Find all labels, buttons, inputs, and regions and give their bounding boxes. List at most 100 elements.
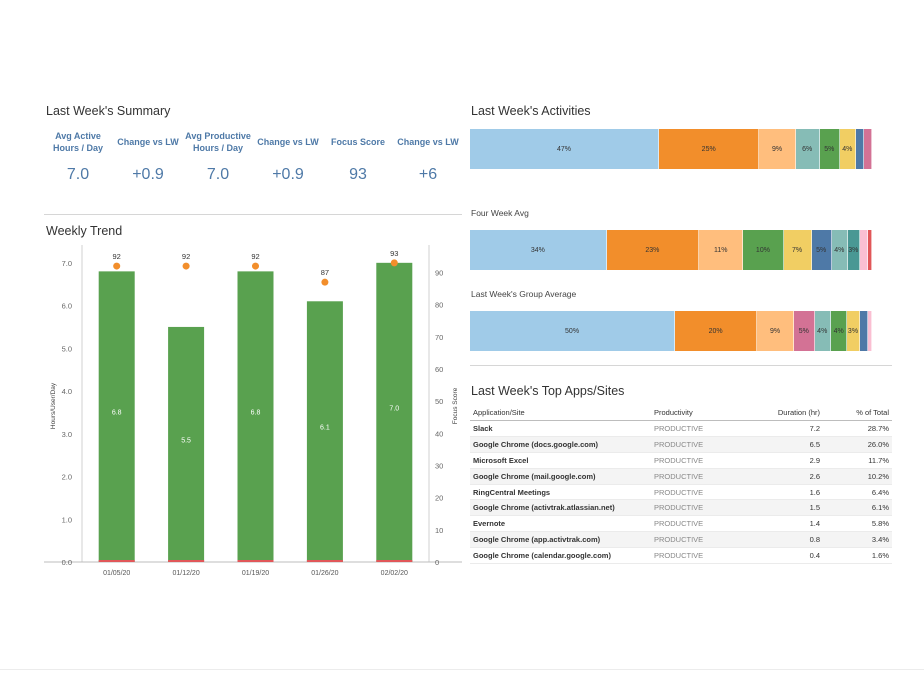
focus-score-dot xyxy=(182,262,190,270)
y2-tick-label: 30 xyxy=(435,462,443,471)
stack-segment: 34% xyxy=(470,230,607,270)
kpi-value: +6 xyxy=(418,166,438,183)
y2-tick-label: 60 xyxy=(435,365,443,374)
cell-app: RingCentral Meetings xyxy=(470,484,651,501)
y2-tick-label: 10 xyxy=(435,526,443,535)
cell-productivity: PRODUCTIVE xyxy=(651,484,732,501)
cell-duration: 6.5 xyxy=(732,436,823,453)
x-tick-label: 02/02/20 xyxy=(381,570,408,577)
y2-tick-label: 80 xyxy=(435,301,443,310)
activities-title: Last Week's Activities xyxy=(471,104,591,118)
kpi-value: +0.9 xyxy=(132,166,164,183)
stack-segment: 5% xyxy=(794,311,815,351)
kpi-avg-productive-hours: Avg Productive Hours / Day 7.0 xyxy=(185,128,251,184)
trend-bar xyxy=(376,262,413,562)
x-tick-label: 01/12/20 xyxy=(172,570,199,577)
segment-label: 7% xyxy=(792,246,803,254)
stack-segment xyxy=(867,230,872,270)
trend-bar-label: 6.1 xyxy=(320,425,330,432)
segment-label: 47% xyxy=(556,145,571,153)
stack-segment: 10% xyxy=(743,230,784,270)
segment-label: 20% xyxy=(708,327,723,335)
cell-app: Google Chrome (calendar.google.com) xyxy=(470,547,651,565)
stack-segment: 5% xyxy=(819,129,840,169)
y-tick-label: 6.0 xyxy=(62,302,72,311)
trend-bar-base xyxy=(237,560,274,562)
focus-score-label: 87 xyxy=(321,268,329,277)
y-tick-label: 3.0 xyxy=(62,430,72,439)
cell-percent: 26.0% xyxy=(823,436,892,453)
trend-bar xyxy=(168,326,205,562)
stack-segment xyxy=(859,311,868,351)
stack-segment: 23% xyxy=(606,230,700,270)
cell-percent: 1.6% xyxy=(823,547,892,565)
segment-label: 11% xyxy=(713,246,728,254)
kpi-label: Change vs LW xyxy=(117,137,179,147)
cell-productivity: PRODUCTIVE xyxy=(651,515,732,533)
table-row: Google Chrome (app.activtrak.com) PRODUCT… xyxy=(470,531,892,549)
trend-bar-label: 5.5 xyxy=(181,437,191,444)
group-average-label: Last Week's Group Average xyxy=(471,289,577,299)
trend-bar-base xyxy=(168,560,205,562)
stack-segment: 4% xyxy=(839,129,856,169)
segment-label: 3% xyxy=(847,327,859,335)
y2-tick-label: 70 xyxy=(435,333,443,342)
segment-label: 34% xyxy=(530,246,545,254)
segment-label: 50% xyxy=(565,327,580,335)
kpi-change-focus: Change vs LW +6 xyxy=(395,128,461,184)
table-row: Google Chrome (mail.google.com) PRODUCTIV… xyxy=(470,468,892,485)
kpi-change-productive: Change vs LW +0.9 xyxy=(255,128,321,184)
segment-label: 9% xyxy=(770,327,781,335)
summary-divider xyxy=(44,214,462,215)
y-tick-label: 7.0 xyxy=(62,259,72,268)
kpi-label: Avg Productive Hours / Day xyxy=(185,131,251,153)
stack-segment: 20% xyxy=(675,311,758,351)
trend-bar xyxy=(98,271,135,562)
stack-segment: 6% xyxy=(795,129,820,169)
four-week-avg-stacked-bar: 34% 23% 11% 10% 7% 5% 4% 3% xyxy=(470,230,872,270)
y-axis-title: Hours/User/Day xyxy=(50,382,57,429)
kpi-label: Avg Active Hours / Day xyxy=(52,131,103,153)
column-header-percent: % of Total xyxy=(823,404,892,421)
y-tick-label: 1.0 xyxy=(62,515,72,524)
apps-title: Last Week's Top Apps/Sites xyxy=(471,384,625,398)
stack-segment: 11% xyxy=(699,230,744,270)
segment-label: 4% xyxy=(817,327,828,335)
cell-productivity: PRODUCTIVE xyxy=(651,452,732,469)
x-tick-label: 01/05/20 xyxy=(103,570,130,577)
trend-bar-label: 6.8 xyxy=(251,410,261,417)
cell-percent: 5.8% xyxy=(823,515,892,533)
column-header-productivity: Productivity xyxy=(651,404,732,421)
stack-segment: 4% xyxy=(831,230,848,270)
cell-duration: 2.9 xyxy=(732,452,823,469)
focus-score-label: 92 xyxy=(251,252,259,261)
stack-segment xyxy=(859,230,868,270)
x-tick-label: 01/26/20 xyxy=(311,570,338,577)
group-average-stacked-bar: 50% 20% 9% 5% 4% 4% 3% xyxy=(470,311,872,351)
cell-duration: 7.2 xyxy=(732,420,823,437)
stack-segment xyxy=(855,129,864,169)
segment-label: 5% xyxy=(798,327,809,335)
four-week-avg-label: Four Week Avg xyxy=(471,208,529,218)
kpi-label: Focus Score xyxy=(330,137,386,147)
segment-label: 5% xyxy=(824,145,835,153)
kpi-value: 93 xyxy=(349,166,367,183)
focus-score-label: 93 xyxy=(390,249,398,258)
cell-percent: 6.4% xyxy=(823,484,892,501)
segment-label: 3% xyxy=(848,246,859,254)
table-row: Microsoft Excel PRODUCTIVE 2.9 11.7% xyxy=(470,452,892,469)
y2-tick-label: 40 xyxy=(435,429,443,438)
cell-productivity: PRODUCTIVE xyxy=(651,468,732,485)
trend-bar-label: 7.0 xyxy=(389,405,399,412)
kpi-avg-active-hours: Avg Active Hours / Day 7.0 xyxy=(45,128,111,184)
table-row: Evernote PRODUCTIVE 1.4 5.8% xyxy=(470,515,892,533)
kpi-focus-score: Focus Score 93 xyxy=(325,128,391,184)
top-apps-table: Application/Site Productivity Duration (… xyxy=(470,404,892,565)
cell-percent: 3.4% xyxy=(823,531,892,549)
stack-segment: 25% xyxy=(658,129,760,169)
cell-app: Google Chrome (activtrak.atlassian.net) xyxy=(470,499,651,517)
stack-segment: 7% xyxy=(783,230,812,270)
trend-bar xyxy=(306,301,343,562)
stack-segment xyxy=(867,311,872,351)
cell-app: Google Chrome (docs.google.com) xyxy=(470,436,651,453)
